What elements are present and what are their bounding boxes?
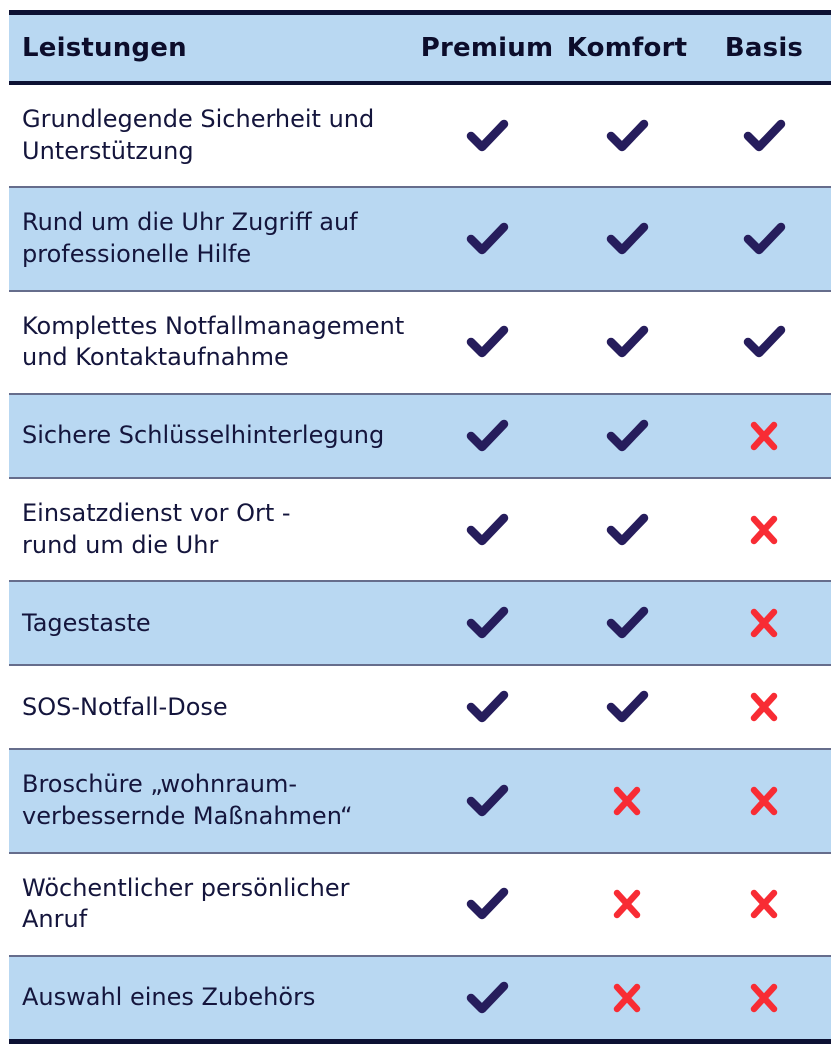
check-icon bbox=[606, 607, 648, 639]
basis-cell bbox=[697, 325, 831, 359]
premium-cell bbox=[417, 690, 557, 724]
basis-cell bbox=[697, 983, 831, 1013]
premium-cell bbox=[417, 119, 557, 153]
table-row: Auswahl eines Zubehörs bbox=[9, 955, 831, 1040]
komfort-cell bbox=[557, 222, 697, 256]
table-row: Komplettes Notfallmanagement und Kontakt… bbox=[9, 289, 831, 394]
check-icon bbox=[466, 607, 508, 639]
table-row: Tagestaste bbox=[9, 580, 831, 665]
cross-icon bbox=[750, 515, 778, 544]
check-icon bbox=[466, 119, 508, 151]
cross-icon bbox=[613, 890, 641, 919]
premium-cell bbox=[417, 513, 557, 547]
komfort-cell bbox=[557, 513, 697, 547]
table-row: SOS-Notfall-Dose bbox=[9, 664, 831, 749]
feature-label: Sichere Schlüsselhinterlegung bbox=[22, 421, 385, 450]
premium-cell bbox=[417, 784, 557, 818]
check-icon bbox=[743, 222, 785, 255]
check-icon bbox=[466, 981, 508, 1014]
cross-icon bbox=[750, 890, 778, 919]
check-icon bbox=[466, 513, 508, 545]
cross-icon bbox=[750, 786, 778, 816]
premium-cell bbox=[417, 981, 557, 1015]
basis-cell bbox=[697, 515, 831, 545]
basis-cell bbox=[697, 119, 831, 153]
komfort-cell bbox=[557, 786, 697, 816]
feature-label: Grundlegende Sicherheit und Unterstützun… bbox=[22, 105, 375, 165]
check-icon bbox=[606, 222, 648, 255]
premium-cell bbox=[417, 419, 557, 453]
basis-cell bbox=[697, 421, 831, 451]
premium-cell bbox=[417, 325, 557, 359]
premium-cell bbox=[417, 222, 557, 256]
feature-label: Broschüre „wohnraum- verbessernde Maßnah… bbox=[22, 770, 353, 831]
komfort-cell bbox=[557, 119, 697, 153]
check-icon bbox=[466, 691, 508, 723]
plan-column-header-premium: Premium bbox=[420, 33, 554, 63]
cross-icon bbox=[750, 693, 778, 722]
feature-label: Tagestaste bbox=[22, 608, 151, 637]
check-icon bbox=[466, 326, 508, 358]
cross-icon bbox=[613, 786, 641, 816]
basis-cell bbox=[697, 222, 831, 256]
komfort-cell bbox=[557, 690, 697, 724]
basis-cell bbox=[697, 608, 831, 638]
check-icon bbox=[466, 784, 508, 817]
komfort-cell bbox=[557, 325, 697, 359]
check-icon bbox=[743, 326, 785, 358]
premium-cell bbox=[417, 887, 557, 921]
feature-label: Wöchentlicher persönlicher Anruf bbox=[22, 873, 350, 934]
plan-column-header-basis: Basis bbox=[724, 33, 804, 63]
basis-cell bbox=[697, 692, 831, 722]
plan-column-header-komfort: Komfort bbox=[566, 33, 688, 63]
feature-label: Einsatzdienst vor Ort - rund um die Uhr bbox=[22, 499, 291, 559]
feature-label: Komplettes Notfallmanagement und Kontakt… bbox=[22, 311, 405, 372]
table-row: Sichere Schlüsselhinterlegung bbox=[9, 393, 831, 478]
check-icon bbox=[606, 326, 648, 358]
basis-cell bbox=[697, 889, 831, 919]
komfort-cell bbox=[557, 419, 697, 453]
check-icon bbox=[606, 691, 648, 723]
feature-label: Auswahl eines Zubehörs bbox=[22, 983, 316, 1012]
plans-comparison-table: Leistungen Premium Komfort Basis Grundle… bbox=[9, 10, 831, 1045]
feature-column-header: Leistungen bbox=[22, 33, 187, 63]
basis-cell bbox=[697, 786, 831, 816]
table-row: Rund um die Uhr Zugriff auf professionel… bbox=[9, 186, 831, 290]
check-icon bbox=[606, 419, 648, 452]
table-row: Wöchentlicher persönlicher Anruf bbox=[9, 851, 831, 956]
cross-icon bbox=[750, 609, 778, 638]
table-row: Grundlegende Sicherheit und Unterstützun… bbox=[9, 85, 831, 187]
check-icon bbox=[466, 888, 508, 920]
check-icon bbox=[606, 119, 648, 151]
cross-icon bbox=[750, 983, 778, 1013]
cross-icon bbox=[613, 983, 641, 1013]
feature-label: Rund um die Uhr Zugriff auf professionel… bbox=[22, 208, 358, 269]
table-row: Broschüre „wohnraum- verbessernde Maßnah… bbox=[9, 748, 831, 852]
table-row: Einsatzdienst vor Ort - rund um die Uhr bbox=[9, 477, 831, 581]
feature-label: SOS-Notfall-Dose bbox=[22, 692, 228, 721]
komfort-cell bbox=[557, 983, 697, 1013]
premium-cell bbox=[417, 606, 557, 640]
komfort-cell bbox=[557, 606, 697, 640]
table-header-row: Leistungen Premium Komfort Basis bbox=[9, 15, 831, 85]
table-body: Grundlegende Sicherheit und Unterstützun… bbox=[9, 85, 831, 1040]
check-icon bbox=[743, 119, 785, 151]
check-icon bbox=[606, 513, 648, 545]
komfort-cell bbox=[557, 889, 697, 919]
check-icon bbox=[466, 419, 508, 452]
cross-icon bbox=[750, 421, 778, 451]
check-icon bbox=[466, 222, 508, 255]
